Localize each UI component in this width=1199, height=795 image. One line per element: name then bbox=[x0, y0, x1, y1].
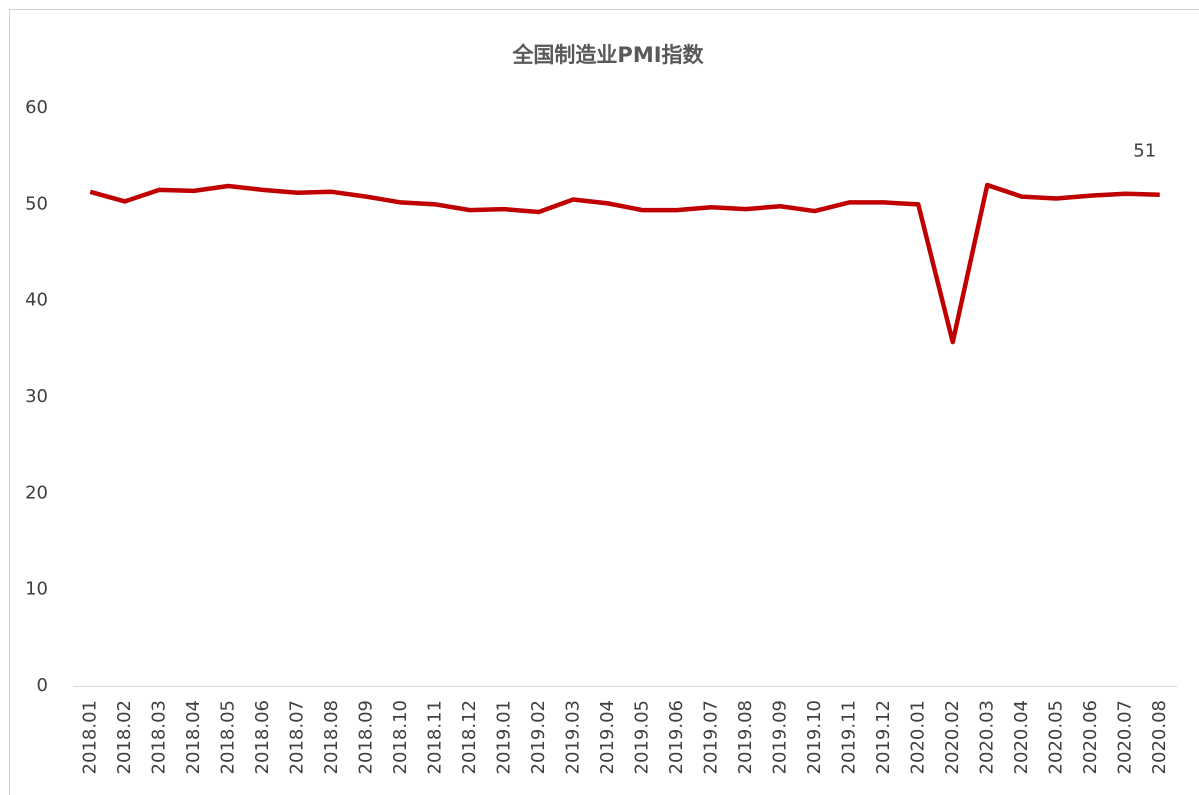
x-tick-label: 2019.06 bbox=[666, 700, 687, 774]
x-tick-label: 2018.07 bbox=[286, 700, 307, 774]
x-tick-label: 2018.03 bbox=[148, 700, 169, 774]
x-tick-label: 2019.04 bbox=[597, 700, 618, 774]
x-tick-label: 2019.05 bbox=[631, 700, 652, 774]
line-series bbox=[89, 182, 1160, 345]
y-tick-label: 60 bbox=[25, 97, 48, 118]
y-tick-label: 30 bbox=[25, 386, 48, 407]
x-tick-label: 2020.08 bbox=[1149, 700, 1170, 774]
x-tick-label: 2019.09 bbox=[769, 700, 790, 774]
x-tick-label: 2019.08 bbox=[735, 700, 756, 774]
x-tick-label: 2018.02 bbox=[114, 700, 135, 774]
y-tick-label: 40 bbox=[25, 290, 48, 311]
x-tick-label: 2019.01 bbox=[493, 700, 514, 774]
x-tick-label: 2018.04 bbox=[183, 700, 204, 774]
x-tick-label: 2018.01 bbox=[79, 700, 100, 774]
x-tick-label: 2020.06 bbox=[1080, 700, 1101, 774]
x-tick-label: 2019.10 bbox=[804, 700, 825, 774]
x-tick-label: 2019.07 bbox=[700, 700, 721, 774]
x-tick-label: 2018.08 bbox=[321, 700, 342, 774]
y-tick-label: 10 bbox=[25, 579, 48, 600]
x-tick-label: 2019.11 bbox=[838, 700, 859, 774]
x-tick-label: 2018.10 bbox=[390, 700, 411, 774]
x-tick-label: 2020.05 bbox=[1045, 700, 1066, 774]
chart-title: 全国制造业PMI指数 bbox=[511, 43, 704, 67]
x-tick-label: 2020.04 bbox=[1011, 700, 1032, 774]
x-tick-label: 2018.11 bbox=[424, 700, 445, 774]
x-tick-label: 2019.02 bbox=[528, 700, 549, 774]
x-tick-label: 2020.07 bbox=[1114, 700, 1135, 774]
y-tick-label: 50 bbox=[25, 193, 48, 214]
data-label: 51 bbox=[1133, 141, 1156, 162]
x-tick-label: 2018.12 bbox=[459, 700, 480, 774]
x-tick-label: 2020.01 bbox=[907, 700, 928, 774]
y-tick-label: 20 bbox=[25, 482, 48, 503]
x-tick-label: 2018.09 bbox=[355, 700, 376, 774]
x-tick-label: 2020.02 bbox=[942, 700, 963, 774]
y-tick-label: 0 bbox=[37, 675, 48, 696]
x-tick-label: 2018.05 bbox=[217, 700, 238, 774]
x-tick-label: 2020.03 bbox=[976, 700, 997, 774]
chart-border bbox=[9, 9, 1199, 795]
x-tick-label: 2018.06 bbox=[252, 700, 273, 774]
x-tick-label: 2019.12 bbox=[873, 700, 894, 774]
x-tick-label: 2019.03 bbox=[562, 700, 583, 774]
